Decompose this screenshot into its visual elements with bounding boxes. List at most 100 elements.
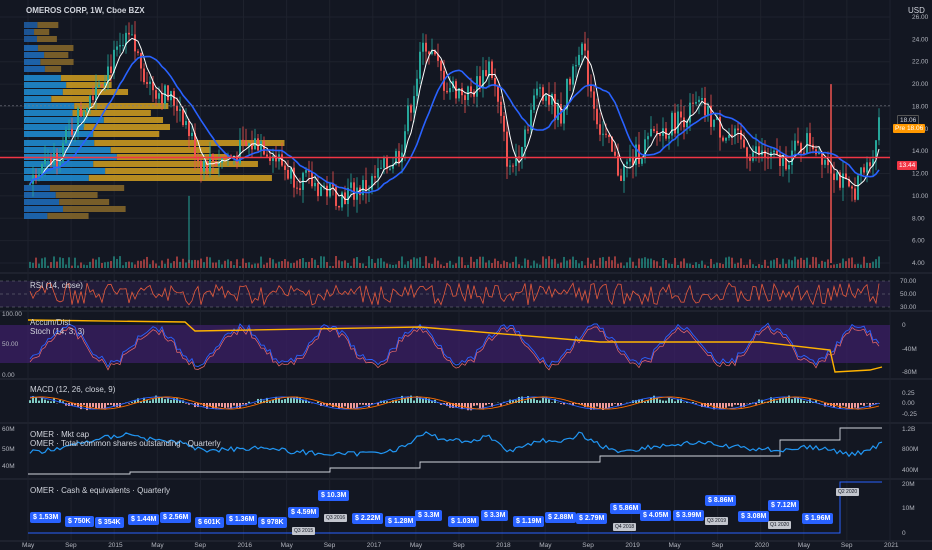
cash-badge[interactable]: $ 354K — [95, 517, 124, 528]
cash-badge[interactable]: $ 1.19M — [513, 516, 545, 527]
macd-hist-bar — [275, 396, 277, 403]
macd-hist-bar — [863, 403, 865, 406]
macd-hist-bar — [617, 403, 619, 407]
macd-hist-bar — [590, 403, 592, 410]
macd-hist-bar — [521, 396, 523, 403]
candle-body — [740, 130, 742, 140]
cash-badge[interactable]: $ 2.56M — [160, 512, 192, 523]
volume-bar — [260, 256, 262, 268]
cash-badge[interactable]: $ 1.03M — [448, 516, 480, 527]
volume-bar — [383, 261, 385, 268]
macd-hist-bar — [350, 403, 352, 410]
volume-bar — [848, 258, 850, 268]
cash-badge[interactable]: $ 978K — [258, 517, 287, 528]
macd-hist-bar — [428, 398, 430, 403]
volume-bar — [542, 256, 544, 268]
candle-body — [539, 87, 541, 89]
cash-badge[interactable]: $ 3.3M — [481, 510, 509, 521]
candle-body — [317, 182, 319, 197]
accum-dist-label[interactable]: Accum/Dist — [30, 318, 71, 327]
candle-body — [386, 156, 388, 169]
volume-bar — [401, 256, 403, 268]
shares-outstanding-label[interactable]: OMER · Total common shares outstanding ·… — [30, 439, 221, 448]
volume-bar — [728, 256, 730, 268]
volume-bar — [683, 258, 685, 268]
mktcap-label[interactable]: OMER · Mkt cap — [30, 430, 90, 439]
cash-badge[interactable]: $ 601K — [195, 517, 224, 528]
candle-body — [86, 107, 88, 112]
macd-hist-bar — [725, 403, 727, 408]
vp-gold-6-0 — [49, 185, 125, 191]
cash-badge[interactable]: $ 3.99M — [673, 510, 705, 521]
candle-body — [704, 98, 706, 116]
macd-hist-bar — [50, 401, 52, 403]
vp-gold-2-0 — [37, 45, 74, 51]
candle-body — [95, 86, 97, 101]
candle-body — [605, 133, 607, 135]
cash-badge[interactable]: $ 2.79M — [576, 513, 608, 524]
volume-bar — [776, 257, 778, 268]
macd-hist-bar — [584, 403, 586, 407]
cash-badge[interactable]: $ 2.22M — [352, 513, 384, 524]
macd-label[interactable]: MACD (12, 26, close, 9) — [30, 385, 116, 394]
stoch-label[interactable]: Stoch (14, 3, 3) — [30, 327, 85, 336]
macd-hist-bar — [140, 401, 142, 403]
candle-body — [575, 65, 577, 67]
cash-badge[interactable]: $ 2.88M — [545, 512, 577, 523]
volume-bar — [353, 258, 355, 268]
volume-bar — [752, 264, 754, 268]
vp-blue-3-3 — [24, 96, 52, 102]
volume-bar — [698, 264, 700, 268]
volume-bar — [281, 261, 283, 268]
volume-bar — [422, 265, 424, 268]
candle-body — [269, 156, 271, 161]
cash-badge[interactable]: $ 10.3M — [318, 490, 350, 501]
cash-badge[interactable]: $ 1.44M — [128, 514, 160, 525]
cash-badge[interactable]: $ 5.86M — [610, 503, 642, 514]
volume-bar — [137, 260, 139, 268]
volume-bar — [44, 257, 46, 268]
candle-body — [137, 51, 139, 53]
cash-badge[interactable]: $ 1.96M — [802, 513, 834, 524]
candle-body — [113, 49, 115, 73]
volume-bar — [659, 265, 661, 268]
candle-body — [404, 131, 406, 153]
cash-badge[interactable]: $ 4.05M — [640, 510, 672, 521]
candle-body — [119, 45, 121, 47]
cash-badge[interactable]: $ 1.53M — [30, 512, 62, 523]
macd-hist-bar — [614, 403, 616, 404]
volume-bar — [857, 263, 859, 268]
macd-hist-bar — [179, 399, 181, 403]
candle-body — [503, 115, 505, 132]
volume-bar — [809, 264, 811, 268]
cash-badge[interactable]: $ 3.08M — [738, 511, 770, 522]
volume-bar — [725, 257, 727, 268]
cash-badge[interactable]: $ 8.86M — [705, 495, 737, 506]
cash-badge[interactable]: $ 1.36M — [226, 514, 258, 525]
cash-badge[interactable]: $ 4.59M — [288, 507, 320, 518]
x-tick-0: May — [22, 542, 35, 549]
cash-badge[interactable]: $ 1.28M — [385, 516, 417, 527]
candle-body — [635, 144, 637, 166]
candle-body — [314, 182, 316, 187]
cash-badge[interactable]: $ 3.3M — [415, 510, 443, 521]
volume-bar — [638, 258, 640, 268]
rsi-label[interactable]: RSI (14, close) — [30, 281, 83, 290]
candle-body — [581, 43, 583, 55]
macd-hist-bar — [155, 395, 157, 403]
macd-hist-bar — [173, 398, 175, 403]
volume-bar — [251, 264, 253, 268]
volume-bar — [212, 262, 214, 268]
cash-badge[interactable]: $ 750K — [65, 516, 94, 527]
volume-bar — [347, 262, 349, 268]
cash-label[interactable]: OMER · Cash & equivalents · Quarterly — [30, 486, 171, 495]
macd-hist-bar — [209, 403, 211, 407]
volume-bar — [443, 265, 445, 268]
macd-hist-bar — [602, 403, 604, 410]
volume-bar — [788, 259, 790, 268]
macd-hist-bar — [692, 402, 694, 403]
cash-badge[interactable]: $ 7.12M — [768, 500, 800, 511]
volume-bar — [824, 261, 826, 268]
x-tick-6: May — [281, 542, 294, 549]
